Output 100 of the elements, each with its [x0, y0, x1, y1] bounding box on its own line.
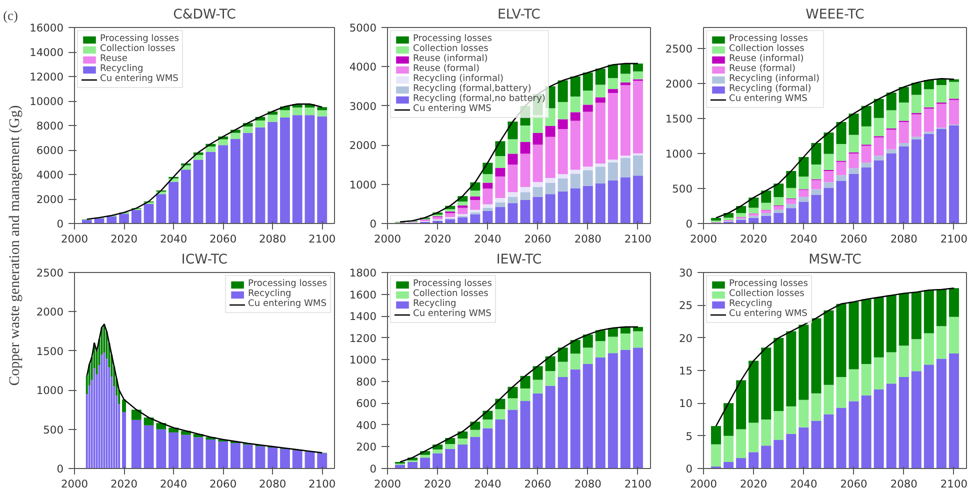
chart-title: ELV-TC: [498, 8, 540, 22]
x-tick-label: 2020: [424, 232, 452, 246]
x-tick-label: 2060: [524, 232, 552, 246]
y-tick-label: 400: [356, 418, 377, 432]
y-tick-label: 2500: [665, 42, 693, 56]
legend-label: Processing losses: [413, 279, 492, 289]
legend-label: Recycling (informal): [413, 74, 504, 84]
x-tick-label: 2100: [308, 232, 336, 246]
x-tick-label: 2020: [424, 478, 452, 490]
legend-label: Processing losses: [248, 279, 327, 289]
chart-title: ICW-TC: [181, 252, 228, 268]
legend-label: Reuse (informal): [729, 54, 804, 64]
legend-label: Recycling: [413, 299, 456, 309]
legend-label: Reuse (formal): [729, 64, 796, 74]
legend-label: Cu entering WMS: [729, 94, 808, 104]
chart-title: IEW-TC: [496, 252, 542, 268]
y-tick-label: 0: [56, 462, 64, 476]
x-tick-label: 2020: [110, 478, 138, 490]
y-tick-label: 600: [356, 397, 377, 410]
legend-label: Collection losses: [413, 289, 488, 299]
y-tick-label: 12000: [30, 70, 64, 84]
y-tick-label: 6000: [36, 144, 64, 157]
y-tick-label: 5000: [349, 22, 377, 34]
legend-label: Reuse (formal): [413, 64, 480, 74]
x-tick-label: 2040: [160, 232, 188, 246]
legend-label: Recycling: [729, 299, 772, 309]
y-tick-label: 500: [43, 423, 64, 436]
y-tick-label: 4000: [36, 168, 64, 182]
x-tick-label: 2060: [210, 232, 237, 246]
y-tick-label: 2000: [349, 139, 377, 152]
legend-label: Cu entering WMS: [729, 309, 808, 319]
legend-label: Recycling (informal): [729, 74, 820, 84]
legend-label: Recycling (formal,battery): [413, 84, 532, 94]
x-tick-label: 2060: [524, 478, 552, 490]
y-tick-label: 4000: [349, 60, 377, 74]
y-tick-label: 1500: [665, 112, 693, 126]
x-tick-label: 2100: [624, 232, 652, 246]
y-tick-label: 0: [370, 218, 377, 230]
x-tick-label: 2040: [790, 232, 818, 246]
legend-label: Processing losses: [729, 279, 808, 289]
y-tick-label: 0: [56, 218, 64, 230]
text: (c): [3, 8, 18, 23]
legend-label: Cu entering WMS: [100, 74, 178, 84]
x-tick-label: 2040: [790, 478, 818, 490]
y-tick-label: 1000: [665, 148, 693, 160]
y-tick-label: 2000: [36, 306, 64, 319]
y-tick-label: 0: [686, 218, 693, 230]
y-tick-label: 14000: [30, 46, 64, 59]
legend-label: Processing losses: [100, 34, 179, 44]
legend-label: Processing losses: [729, 34, 808, 44]
y-tick-label: 5: [686, 430, 692, 443]
x-tick-label: 2040: [160, 478, 188, 490]
legend-label: Recycling (formal): [729, 84, 812, 94]
y-tick-label: 2000: [36, 193, 64, 206]
y-tick-label: 1000: [36, 384, 64, 398]
legend-label: Collection losses: [729, 44, 804, 54]
y-tick-label: 1800: [349, 266, 377, 280]
legend-label: Cu entering WMS: [248, 299, 326, 309]
legend-label: Processing losses: [413, 34, 492, 44]
x-tick-label: 2080: [259, 478, 286, 490]
y-tick-label: 1600: [349, 288, 377, 302]
y-tick-label: 8000: [36, 120, 64, 132]
x-tick-label: 2020: [740, 478, 768, 490]
y-tick-label: 1200: [349, 332, 377, 345]
legend-label: Recycling: [248, 289, 292, 299]
y-tick-label: 15: [678, 364, 693, 378]
y-tick-label: 25: [678, 299, 693, 312]
y-tick-label: 0: [370, 462, 377, 476]
y-tick-label: 3000: [349, 100, 377, 113]
y-tick-label: 1500: [36, 344, 64, 358]
y-tick-label: 20: [678, 332, 693, 345]
legend-label: Collection losses: [729, 289, 804, 299]
x-tick-label: 2100: [940, 478, 968, 490]
legend-label: Collection losses: [100, 44, 176, 54]
legend-label: Recycling (formal,no battery): [413, 94, 546, 104]
x-tick-label: 2040: [474, 232, 502, 246]
x-tick-label: 2080: [259, 232, 286, 246]
x-tick-label: 2080: [574, 232, 602, 246]
x-tick-label: 2060: [210, 478, 237, 490]
chart-title: WEEE-TC: [806, 8, 864, 22]
y-tick-label: 800: [356, 375, 377, 388]
x-tick-label: 2080: [890, 478, 918, 490]
x-tick-label: 2020: [110, 232, 138, 246]
legend-label: Reuse: [100, 54, 128, 64]
x-tick-label: 2060: [840, 232, 868, 246]
legend-label: Collection losses: [413, 44, 488, 54]
y-tick-label: 10: [678, 397, 693, 410]
x-tick-label: 2060: [840, 478, 868, 490]
y-tick-label: 2000: [665, 78, 693, 90]
y-axis-title: Copper waste generation and management (Gg): [6, 105, 23, 386]
y-tick-label: 0: [686, 462, 693, 476]
y-tick-label: 30: [678, 266, 693, 280]
x-tick-label: 2080: [890, 232, 918, 246]
y-tick-label: 2500: [36, 266, 64, 280]
chart-title: C&DW-TC: [173, 8, 236, 22]
legend-label: Recycling: [100, 64, 144, 74]
y-tick-label: 1000: [349, 178, 377, 192]
legend-label: Cu entering WMS: [413, 104, 492, 114]
x-tick-label: 2100: [308, 478, 336, 490]
chart-title: MSW-TC: [808, 252, 862, 268]
